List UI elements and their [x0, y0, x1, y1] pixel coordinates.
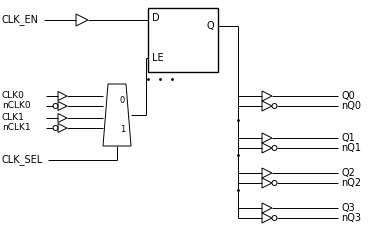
Text: Q1: Q1 — [341, 133, 355, 143]
Text: Q0: Q0 — [341, 91, 355, 101]
Text: D: D — [152, 13, 160, 23]
Text: Q2: Q2 — [341, 168, 355, 178]
Text: nQ2: nQ2 — [341, 178, 361, 188]
Bar — [148, 8, 218, 72]
Text: 1: 1 — [120, 125, 125, 134]
Text: nCLK0: nCLK0 — [2, 101, 31, 111]
Text: Q3: Q3 — [341, 203, 355, 213]
Text: Q: Q — [206, 21, 214, 31]
Text: LE: LE — [152, 53, 164, 63]
Text: CLK_EN: CLK_EN — [2, 15, 39, 25]
Text: nQ3: nQ3 — [341, 213, 361, 223]
Text: CLK_SEL: CLK_SEL — [2, 155, 43, 166]
Text: nQ1: nQ1 — [341, 143, 361, 153]
Text: CLK1: CLK1 — [2, 113, 25, 122]
Text: 0: 0 — [120, 96, 125, 105]
Text: CLK0: CLK0 — [2, 91, 25, 100]
Text: nCLK1: nCLK1 — [2, 123, 31, 133]
Text: nQ0: nQ0 — [341, 101, 361, 111]
